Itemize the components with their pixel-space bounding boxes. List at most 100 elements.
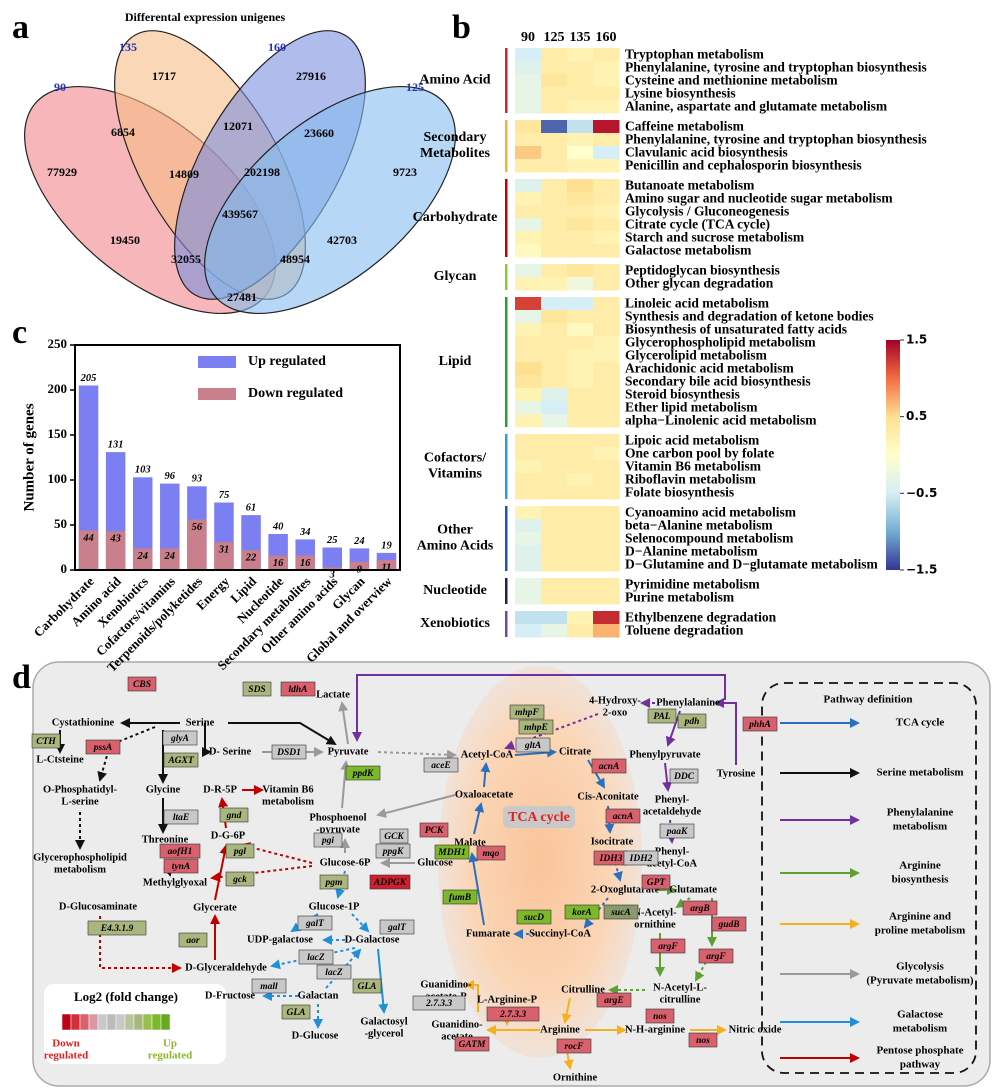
metabolite: UDP-galactose [247, 934, 313, 945]
metabolite: Glutamate [669, 884, 717, 895]
bar-value-label: 44 [82, 533, 94, 544]
bar-value-label: 93 [192, 474, 203, 485]
enzyme-label: CBS [133, 680, 151, 690]
heatmap-row-label: Arachidonic acid metabolism [625, 361, 794, 376]
heatmap-cell [593, 277, 620, 291]
metabolite: acetyl-CoA [647, 858, 698, 869]
metabolite: 4-Hydroxy- [589, 695, 641, 706]
arrow [514, 747, 557, 758]
y-tick-label: 0 [61, 561, 68, 576]
enzyme-label: argE [604, 996, 624, 1006]
arrow [587, 759, 606, 789]
heatmap-cell [593, 486, 620, 500]
colorbar [886, 340, 900, 570]
heatmap-row-label: Pyrimidine metabolism [625, 577, 760, 592]
metabolite: D-Galactose [345, 934, 400, 945]
heatmap-cell [593, 61, 620, 75]
bar [241, 550, 261, 570]
plot-frame [74, 344, 401, 571]
foldchange-up: regulated [148, 1050, 192, 1062]
enzyme-label: mqo [483, 849, 500, 859]
legend-label: Arginine and [889, 911, 951, 923]
group-label: Other [437, 523, 473, 538]
enzyme-box [162, 730, 198, 746]
heatmap-cell [593, 611, 620, 625]
heatmap-cell [567, 310, 594, 324]
heatmap-row-label: Caffeine metabolism [625, 119, 745, 134]
heatmap-cell [515, 362, 542, 376]
heatmap-row-label: Ether lipid metabolism [625, 400, 758, 415]
heatmap-cell [515, 519, 542, 533]
legend-label: (Pyruvate metabolism) [866, 975, 974, 987]
heatmap-cell [515, 264, 542, 278]
heatmap-row-label: Selenocompound metabolism [625, 531, 794, 546]
bar [160, 548, 180, 570]
heatmap-cell [593, 506, 620, 520]
bar-value-label: 11 [381, 563, 391, 574]
panel-letter: d [12, 659, 31, 696]
enzyme-box [345, 765, 381, 781]
heatmap-cell [515, 578, 542, 592]
legend-label: metabolism [893, 821, 947, 833]
enzyme-label: galT [305, 919, 325, 929]
foldchange-down: regulated [44, 1050, 88, 1062]
heatmap-cell [567, 401, 594, 415]
metabolite: L-Arginine-P [477, 994, 538, 1005]
heatmap-cell [515, 310, 542, 324]
heatmap-row-label: beta−Alanine metabolism [625, 518, 773, 533]
venn-count: 439567 [222, 207, 258, 221]
heatmap-cell [515, 61, 542, 75]
group-label: Carbohydrate [413, 210, 498, 225]
heatmap-cell [567, 231, 594, 245]
panel-letter: b [452, 9, 471, 46]
metabolite: Oxaloacetate [455, 789, 514, 800]
heatmap-cell [515, 336, 542, 350]
enzyme-label: pgl [233, 847, 247, 857]
heatmap-cell [593, 519, 620, 533]
y-tick-label: 250 [48, 336, 68, 351]
foldchange-cell [79, 1013, 90, 1031]
heatmap-cell [593, 323, 620, 337]
enzyme-label: glyA [170, 734, 189, 744]
heatmap-cell [567, 545, 594, 559]
heatmap-row-label: Lysine biosynthesis [625, 86, 736, 101]
legend-label: Phenylalanine [887, 807, 954, 819]
tca-label: TCA cycle [508, 810, 570, 825]
metabolite: Guanidino- [431, 1019, 483, 1030]
heatmap-cell [541, 349, 568, 363]
heatmap-cell [593, 48, 620, 62]
enzyme-label: sucA [610, 908, 631, 918]
enzyme-box [163, 752, 199, 768]
enzyme-box [454, 1036, 490, 1052]
heatmap-cell [567, 591, 594, 605]
heatmap-cell [515, 159, 542, 173]
heatmap-row-label: Butanoate metabolism [625, 178, 755, 193]
metabolite: Acetyl-CoA [461, 749, 514, 760]
enzyme-box [379, 919, 415, 935]
metabolite: D-Glyceraldehyde [185, 962, 267, 973]
heatmap-cell [515, 205, 542, 219]
heatmap-cell [567, 486, 594, 500]
enzyme-box [297, 915, 333, 931]
legend-label: Glycolysis [896, 961, 944, 973]
venn-set-label: 135 [119, 40, 137, 54]
heatmap-cell [541, 336, 568, 350]
heatmap-cell [515, 244, 542, 258]
heatmap-cell [567, 323, 594, 337]
foldchange-cell [160, 1013, 171, 1031]
metabolite: 2-Oxoglutarate [591, 884, 660, 895]
arrow [464, 980, 479, 1012]
heatmap-cell [567, 146, 594, 160]
metabolite: Threonine [142, 834, 189, 845]
heatmap-cell [515, 388, 542, 402]
heatmap-cell [541, 558, 568, 572]
heatmap-cell [541, 434, 568, 448]
bar-value-label: 103 [135, 465, 151, 476]
heatmap-cell [567, 349, 594, 363]
arrow [352, 674, 726, 742]
heatmap-cell [567, 277, 594, 291]
heatmap-cell [593, 205, 620, 219]
metabolite: Guanidino- [420, 979, 472, 990]
metabolite: Tyrosine [717, 768, 756, 779]
legend-label: Galactose [897, 1009, 943, 1021]
